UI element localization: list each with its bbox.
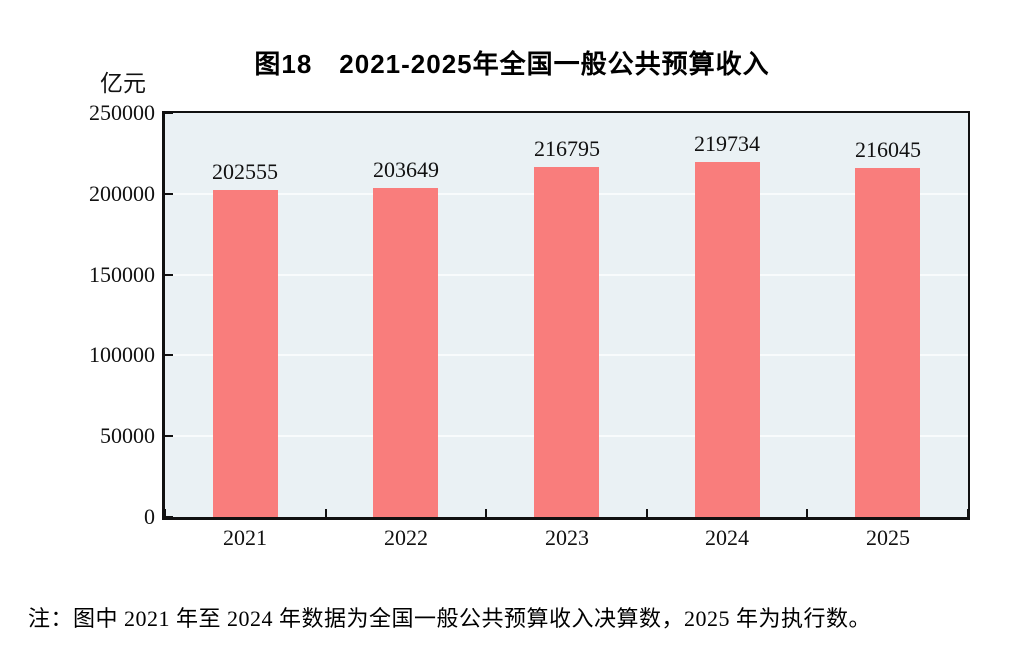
y-axis-tick bbox=[165, 354, 173, 357]
x-axis-label-2021: 2021 bbox=[223, 525, 267, 550]
y-axis-label: 150000 bbox=[89, 262, 155, 287]
x-axis-tick bbox=[806, 509, 808, 517]
y-axis-tick bbox=[165, 273, 173, 276]
x-axis-tick bbox=[485, 509, 487, 517]
bar-2024 bbox=[695, 162, 760, 517]
bar-value-label: 202555 bbox=[212, 159, 278, 184]
bar-value-label: 219734 bbox=[694, 131, 760, 156]
bar-2022 bbox=[373, 188, 438, 517]
y-axis-tick bbox=[165, 192, 173, 195]
footnote: 注：图中 2021 年至 2024 年数据为全国一般公共预算收入决算数，2025… bbox=[28, 606, 872, 631]
x-axis-label-2023: 2023 bbox=[545, 525, 589, 550]
y-axis-tick bbox=[165, 435, 173, 438]
bar-value-label: 216795 bbox=[534, 136, 600, 161]
y-axis-label: 0 bbox=[144, 504, 155, 529]
y-axis-unit-label: 亿元 bbox=[100, 71, 146, 96]
bar-value-label: 203649 bbox=[373, 157, 439, 182]
y-axis-label: 100000 bbox=[89, 342, 155, 367]
x-axis-tick bbox=[967, 509, 969, 517]
x-axis-tick bbox=[646, 509, 648, 517]
x-axis-tick bbox=[164, 509, 166, 517]
bar-value-label: 216045 bbox=[855, 137, 921, 162]
y-axis-label: 250000 bbox=[89, 100, 155, 125]
x-axis-label-2022: 2022 bbox=[384, 525, 428, 550]
bar-2025 bbox=[855, 168, 920, 517]
x-axis-tick bbox=[325, 509, 327, 517]
y-axis-label: 50000 bbox=[100, 423, 155, 448]
x-axis-label-2024: 2024 bbox=[705, 525, 749, 550]
chart-title: 图18 2021-2025年全国一般公共预算收入 bbox=[254, 49, 770, 79]
y-axis-label: 200000 bbox=[89, 181, 155, 206]
x-axis-label-2025: 2025 bbox=[866, 525, 910, 550]
plot-area: 202555 203649 216795 219734 216045 bbox=[162, 111, 970, 520]
y-axis-tick bbox=[165, 516, 173, 518]
bar-2021 bbox=[213, 190, 278, 517]
bar-2023 bbox=[534, 167, 599, 517]
y-axis-tick bbox=[165, 112, 173, 114]
